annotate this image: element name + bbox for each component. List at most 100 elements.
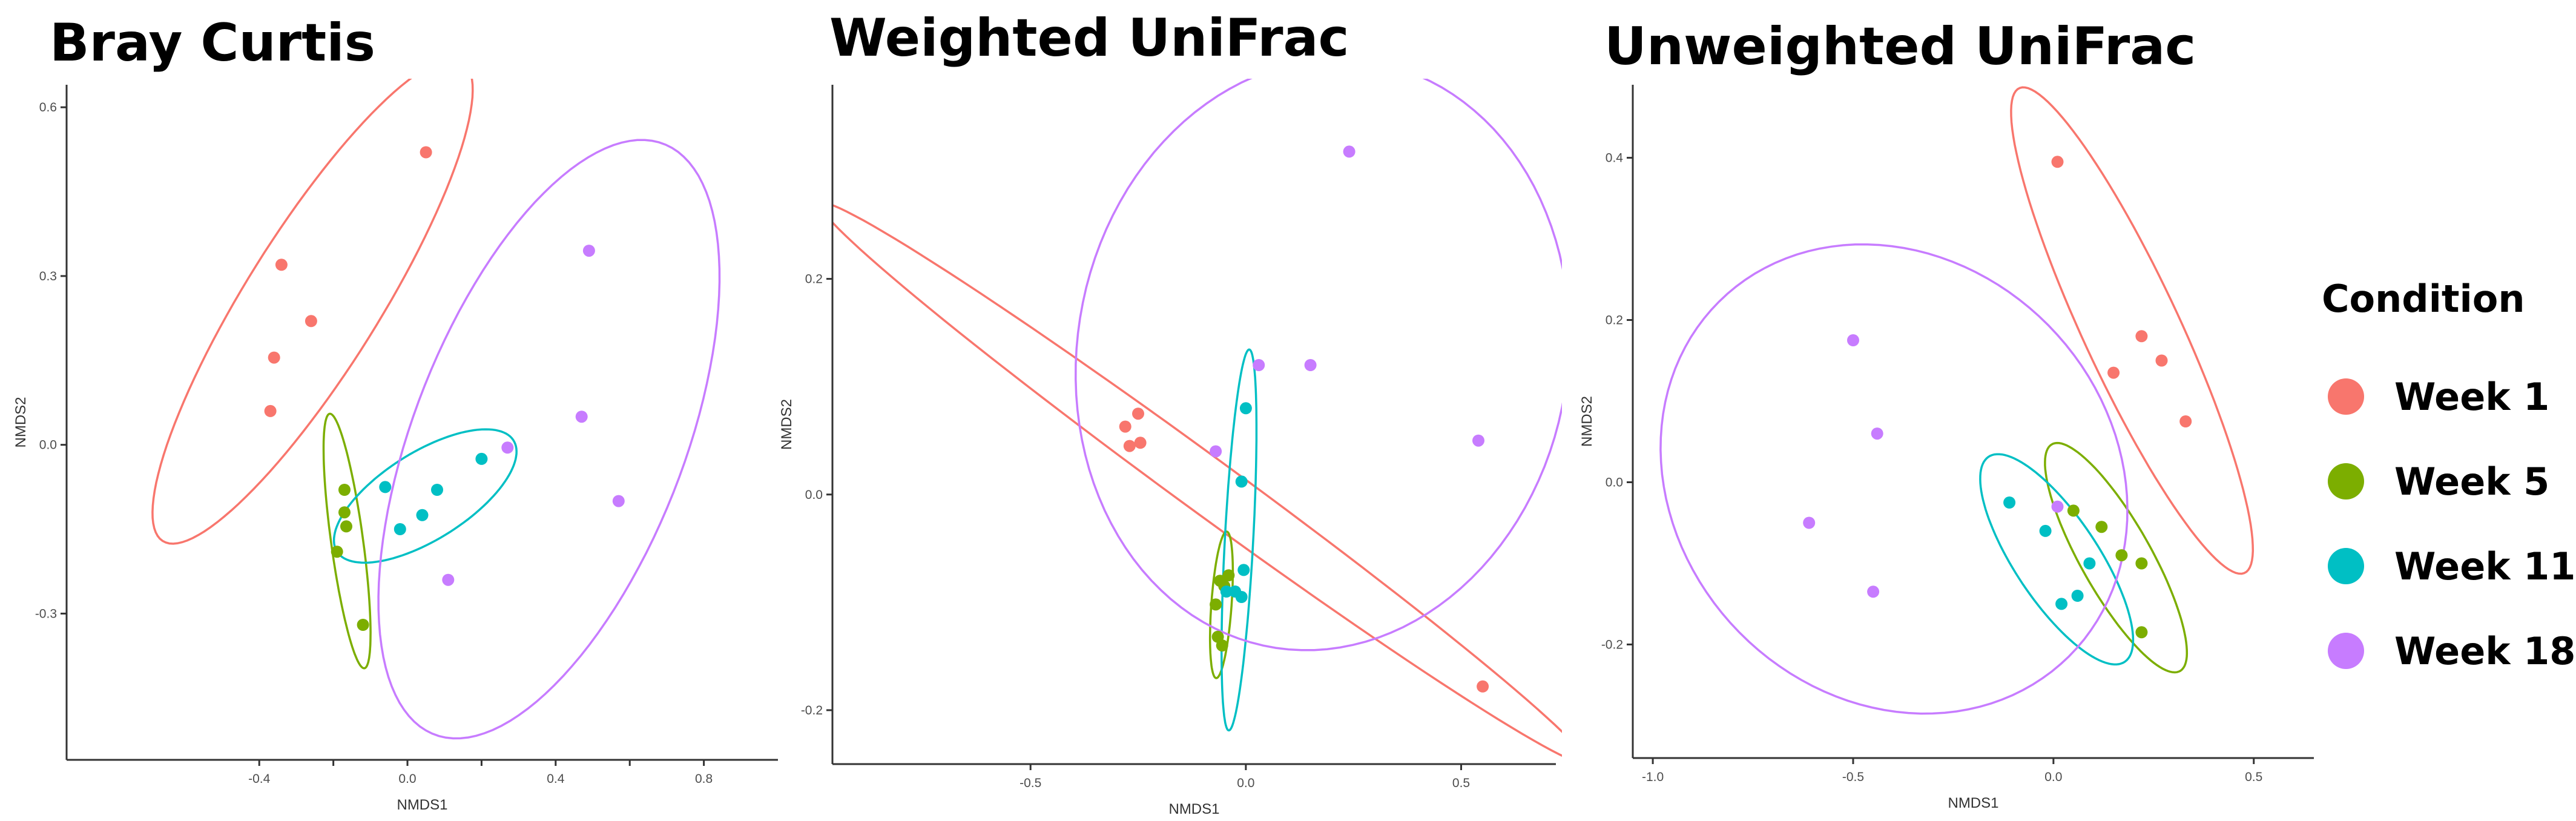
data-point: [268, 351, 280, 364]
legend-swatch: [2328, 378, 2364, 415]
data-point: [612, 495, 625, 507]
x-tick-label: 0.0: [398, 772, 416, 786]
data-point: [1132, 407, 1144, 420]
x-tick-label: -0.5: [1020, 776, 1041, 790]
x-axis-label: NMDS1: [397, 797, 447, 813]
data-point: [431, 484, 443, 496]
data-point: [2179, 415, 2192, 427]
confidence-ellipse: [1979, 453, 2135, 666]
data-point: [1847, 334, 1859, 346]
y-tick-label: -0.3: [35, 607, 57, 621]
x-tick-label: -0.4: [248, 772, 271, 786]
x-tick-label: -0.5: [1842, 770, 1864, 784]
legend-swatch: [2328, 463, 2364, 500]
legend-swatch: [2328, 548, 2364, 584]
data-point: [1343, 145, 1356, 158]
chart-title: Unweighted UniFrac: [1604, 16, 2196, 77]
data-point: [1304, 359, 1317, 371]
confidence-ellipse: [1659, 243, 2129, 715]
data-point: [1220, 585, 1233, 598]
data-point: [442, 573, 455, 586]
y-tick-label: 0.4: [1606, 151, 1624, 165]
data-point: [2067, 504, 2080, 517]
data-point: [1235, 475, 1248, 488]
x-tick-label: -1.0: [1642, 770, 1664, 784]
y-tick-label: 0.0: [1606, 475, 1623, 489]
data-point: [1867, 585, 1880, 598]
chart-panel-3: Unweighted UniFrac -1.0 -0.5 0.0 0.5 -0.2 0.0 0…: [1579, 16, 2314, 811]
data-point: [2107, 366, 2120, 379]
data-point: [2095, 521, 2108, 533]
data-point: [338, 506, 351, 519]
x-axis-label: NMDS1: [1948, 795, 1998, 811]
x-tick-label: 0.5: [1452, 776, 1470, 790]
y-tick-label: -0.2: [1601, 638, 1623, 651]
chart-title: Bray Curtis: [50, 13, 375, 73]
confidence-ellipse: [1075, 79, 1562, 651]
x-tick-label: 0.8: [695, 772, 713, 786]
data-point: [420, 146, 432, 159]
confidence-ellipse: [1220, 348, 1258, 732]
data-point: [264, 404, 277, 417]
y-tick-label: 0.6: [39, 101, 57, 114]
ellipse-layer: [1659, 86, 2255, 715]
confidence-ellipse: [2010, 86, 2255, 575]
x-tick-label: 0.0: [1237, 776, 1254, 790]
data-point: [2003, 496, 2016, 509]
data-point: [1472, 434, 1484, 447]
y-tick-label: 0.2: [1606, 314, 1623, 328]
legend-label: Week 1: [2394, 375, 2549, 419]
data-point: [394, 523, 406, 535]
y-tick-label: 0.3: [39, 269, 57, 283]
y-axis-label: NMDS2: [779, 399, 795, 450]
data-point: [2071, 590, 2084, 602]
confidence-ellipse: [377, 139, 721, 740]
confidence-ellipse: [322, 412, 372, 670]
data-point: [1119, 420, 1132, 433]
confidence-ellipse: [832, 204, 1562, 757]
data-point: [2155, 354, 2168, 367]
confidence-ellipse: [332, 428, 518, 564]
data-point: [1134, 437, 1147, 449]
x-tick-label: 0.4: [547, 772, 565, 786]
legend-title: Condition: [2322, 277, 2525, 321]
data-point: [1477, 680, 1489, 693]
legend-swatch: [2328, 633, 2364, 669]
y-tick-label: 0.0: [39, 438, 57, 452]
legend-item: Week 1: [2328, 375, 2549, 419]
legend-item: Week 18: [2328, 629, 2575, 673]
data-point: [1216, 639, 1228, 652]
chart-panel-2: Weighted UniFrac -0.5 0.0 0.5 -0.2 0.0 0.2 NMDS…: [779, 8, 1562, 817]
data-point: [2135, 557, 2148, 570]
legend-label: Week 5: [2394, 460, 2549, 504]
data-point: [338, 484, 351, 496]
data-point: [2051, 156, 2064, 168]
y-tick-label: 0.0: [805, 488, 823, 502]
y-axis-label: NMDS2: [1579, 396, 1595, 447]
ellipse-layer: [151, 79, 721, 740]
x-tick-label: 0.5: [2245, 770, 2262, 784]
data-point: [1871, 427, 1883, 440]
data-point: [1253, 359, 1265, 371]
data-point: [275, 259, 288, 271]
legend: Condition Week 1 Week 5 Week 11 Week 18: [2322, 277, 2575, 673]
data-point: [2115, 549, 2128, 562]
data-point: [2135, 330, 2148, 343]
data-point: [2051, 500, 2064, 513]
legend-label: Week 18: [2394, 629, 2575, 673]
data-point: [2039, 524, 2052, 537]
data-point: [416, 509, 429, 521]
data-point: [340, 520, 352, 533]
data-point: [2135, 626, 2148, 639]
confidence-ellipse: [2044, 441, 2189, 674]
data-point: [2055, 598, 2068, 610]
data-point: [1210, 598, 1222, 611]
data-point: [501, 441, 514, 454]
data-point: [1239, 402, 1252, 415]
x-axis-label: NMDS1: [1168, 801, 1219, 817]
data-point: [1123, 440, 1136, 452]
point-layer: [1803, 156, 2192, 639]
data-point: [379, 481, 392, 493]
chart-panel-1: Bray Curtis -0.4 0.0 0.4 0.8 -0.3 0.0 0.3 0.6 NMD…: [13, 13, 778, 813]
